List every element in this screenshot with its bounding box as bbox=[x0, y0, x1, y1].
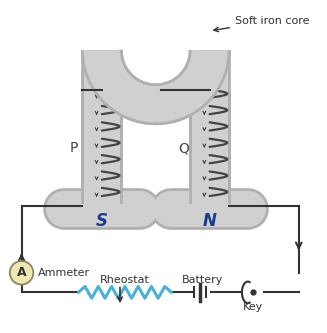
Text: Battery: Battery bbox=[182, 275, 223, 285]
Text: Key: Key bbox=[243, 302, 263, 312]
Text: Rheostat: Rheostat bbox=[100, 275, 150, 285]
Text: Ammeter: Ammeter bbox=[38, 268, 90, 278]
Text: A: A bbox=[17, 266, 26, 279]
Text: P: P bbox=[69, 142, 77, 156]
Text: Soft iron core: Soft iron core bbox=[214, 16, 310, 32]
Circle shape bbox=[10, 261, 33, 284]
Text: Q: Q bbox=[179, 142, 190, 156]
Text: S: S bbox=[96, 212, 108, 230]
Text: N: N bbox=[203, 212, 216, 230]
